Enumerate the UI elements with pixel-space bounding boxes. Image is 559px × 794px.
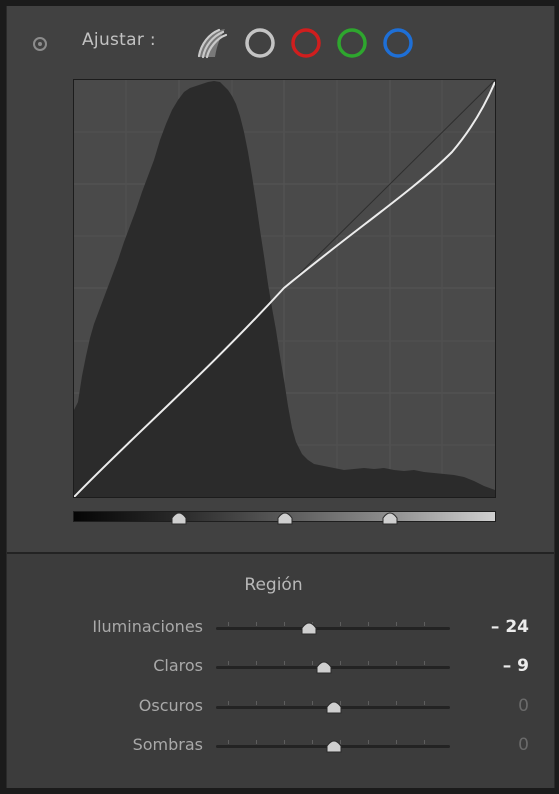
slider-track: [216, 627, 450, 630]
slider-tick: [340, 740, 341, 744]
slider-thumb[interactable]: [314, 657, 334, 675]
slider-tick: [368, 740, 369, 744]
slider-tick: [256, 740, 257, 744]
slider-tick: [256, 661, 257, 665]
slider-tick: [424, 622, 425, 626]
slider-tick: [396, 661, 397, 665]
slider-tick: [312, 701, 313, 705]
slider-thumb[interactable]: [299, 618, 319, 636]
highlights-label: Iluminaciones: [92, 617, 203, 636]
slider-track: [216, 666, 450, 669]
slider-tick: [312, 740, 313, 744]
slider-tick: [256, 622, 257, 626]
slider-tick: [340, 622, 341, 626]
split-handle-shadows[interactable]: [169, 508, 189, 526]
tone-curve-line[interactable]: [74, 81, 495, 497]
slider-thumb[interactable]: [324, 697, 344, 715]
slider-tick: [368, 701, 369, 705]
rgb-channel-icon[interactable]: [195, 26, 229, 60]
slider-tick: [340, 701, 341, 705]
slider-tick: [368, 622, 369, 626]
region-section: [7, 554, 554, 788]
shadows-value[interactable]: 0: [518, 735, 529, 755]
highlights-value[interactable]: – 24: [490, 617, 529, 637]
highlights-slider[interactable]: [216, 617, 450, 639]
slider-tick: [396, 622, 397, 626]
green-channel-icon[interactable]: [335, 26, 369, 60]
slider-tick: [284, 740, 285, 744]
slider-tick: [424, 701, 425, 705]
darks-value[interactable]: 0: [518, 696, 529, 716]
slider-tick: [368, 661, 369, 665]
slider-tick: [284, 622, 285, 626]
bottom-strip: [0, 788, 559, 794]
slider-tick: [228, 701, 229, 705]
adjust-label: Ajustar :: [82, 30, 156, 50]
slider-tick: [424, 661, 425, 665]
region-title: Región: [244, 575, 303, 595]
slider-tick: [228, 622, 229, 626]
tone-curve-graph[interactable]: [73, 79, 496, 498]
slider-tick: [396, 701, 397, 705]
lights-value[interactable]: – 9: [502, 656, 529, 676]
lights-slider[interactable]: [216, 656, 450, 678]
split-handle-midtones[interactable]: [275, 508, 295, 526]
red-channel-icon[interactable]: [289, 26, 323, 60]
slider-tick: [256, 701, 257, 705]
slider-tick: [228, 740, 229, 744]
slider-tick: [312, 661, 313, 665]
slider-tick: [284, 661, 285, 665]
slider-tick: [396, 740, 397, 744]
darks-slider[interactable]: [216, 696, 450, 718]
section-divider: [7, 552, 554, 554]
slider-tick: [424, 740, 425, 744]
darks-label: Oscuros: [138, 696, 203, 715]
slider-tick: [340, 661, 341, 665]
slider-tick: [228, 661, 229, 665]
blue-channel-icon[interactable]: [381, 26, 415, 60]
slider-thumb[interactable]: [324, 736, 344, 754]
panel-toggle-icon[interactable]: [33, 37, 47, 51]
shadows-label: Sombras: [132, 735, 203, 754]
lights-label: Claros: [153, 656, 203, 675]
slider-tick: [284, 701, 285, 705]
shadows-slider[interactable]: [216, 735, 450, 757]
split-handle-highlights[interactable]: [380, 508, 400, 526]
luminance-channel-icon[interactable]: [243, 26, 277, 60]
